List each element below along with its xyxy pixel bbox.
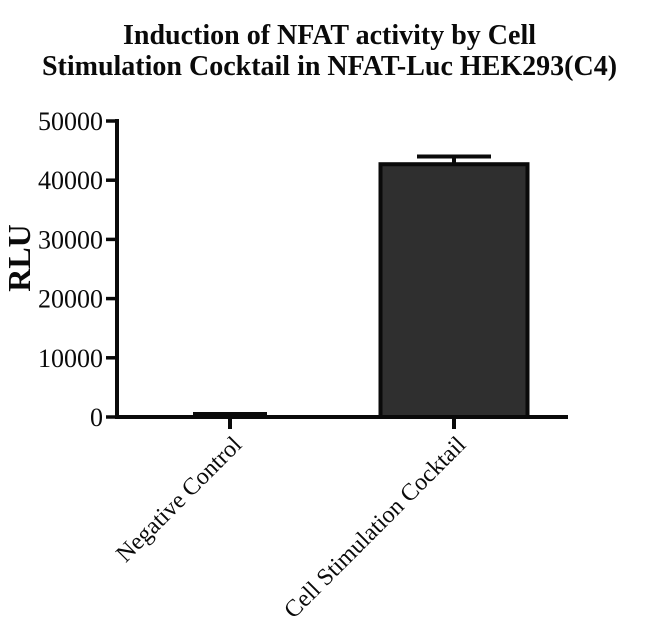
x-category-label-negative-control: Negative Control bbox=[112, 432, 248, 568]
y-axis-tick-label: 10000 bbox=[38, 344, 103, 373]
y-axis-title: RLU bbox=[1, 224, 37, 292]
bar-cell-stimulation-cocktail bbox=[378, 162, 530, 419]
y-axis-tick-label: 20000 bbox=[38, 285, 103, 314]
y-axis-tick-label: 30000 bbox=[38, 225, 103, 254]
x-category-label-cell-stimulation-cocktail: Cell Stimulation Cocktail bbox=[279, 432, 471, 624]
y-axis-tick-label: 50000 bbox=[38, 107, 103, 136]
y-axis-tick-label: 40000 bbox=[38, 166, 103, 195]
chart-title: Induction of NFAT activity by Cell Stimu… bbox=[0, 20, 659, 82]
chart-title-line1: Induction of NFAT activity by Cell bbox=[122, 20, 536, 51]
y-axis-tick-label: 0 bbox=[90, 403, 103, 432]
chart-title-line2: Stimulation Cocktail in NFAT-Luc HEK293(… bbox=[41, 51, 618, 82]
